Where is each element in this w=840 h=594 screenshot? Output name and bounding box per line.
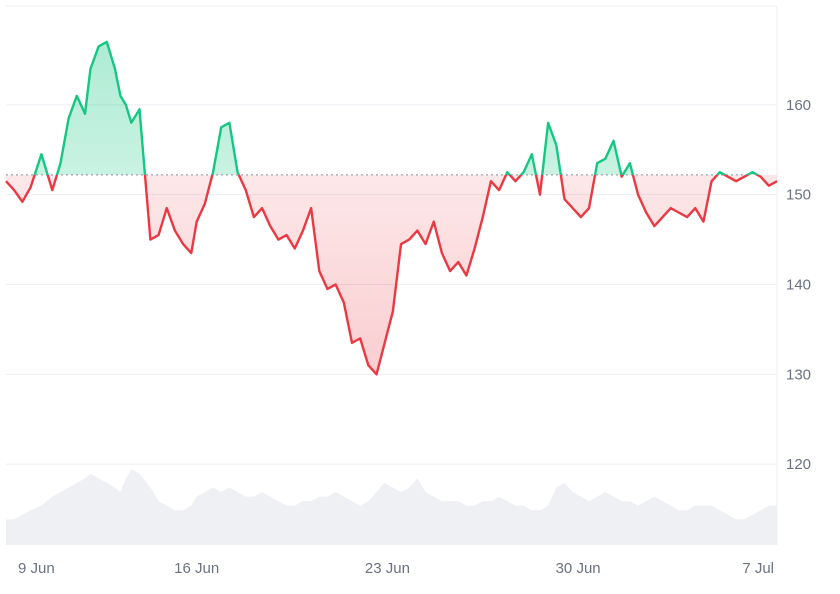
price-line-down[interactable] <box>5 42 778 376</box>
area-below-baseline <box>6 174 777 375</box>
x-tick-label: 7 Jul <box>742 560 774 577</box>
price-line[interactable] <box>5 40 778 376</box>
volume-area-path <box>6 469 777 545</box>
y-tick-label-130: 130 <box>786 366 811 383</box>
area-above-baseline <box>34 41 758 175</box>
x-axis-ticks: 9 Jun 16 Jun 23 Jun 30 Jun 7 Jul <box>18 560 774 577</box>
y-tick-label-160: 160 <box>786 97 811 114</box>
y-tick-label-140: 140 <box>786 276 811 293</box>
y-axis-ticks: 120 130 140 150 160 <box>786 97 811 473</box>
y-tick-label-150: 150 <box>786 187 811 204</box>
x-tick-label: 23 Jun <box>365 560 410 577</box>
x-tick-label: 30 Jun <box>556 560 601 577</box>
volume-area <box>6 469 777 545</box>
y-tick-label-120: 120 <box>786 456 811 473</box>
x-tick-label: 16 Jun <box>174 560 219 577</box>
price-line-up[interactable] <box>6 40 777 374</box>
price-area-fills <box>6 41 777 375</box>
x-tick-label: 9 Jun <box>18 560 55 577</box>
